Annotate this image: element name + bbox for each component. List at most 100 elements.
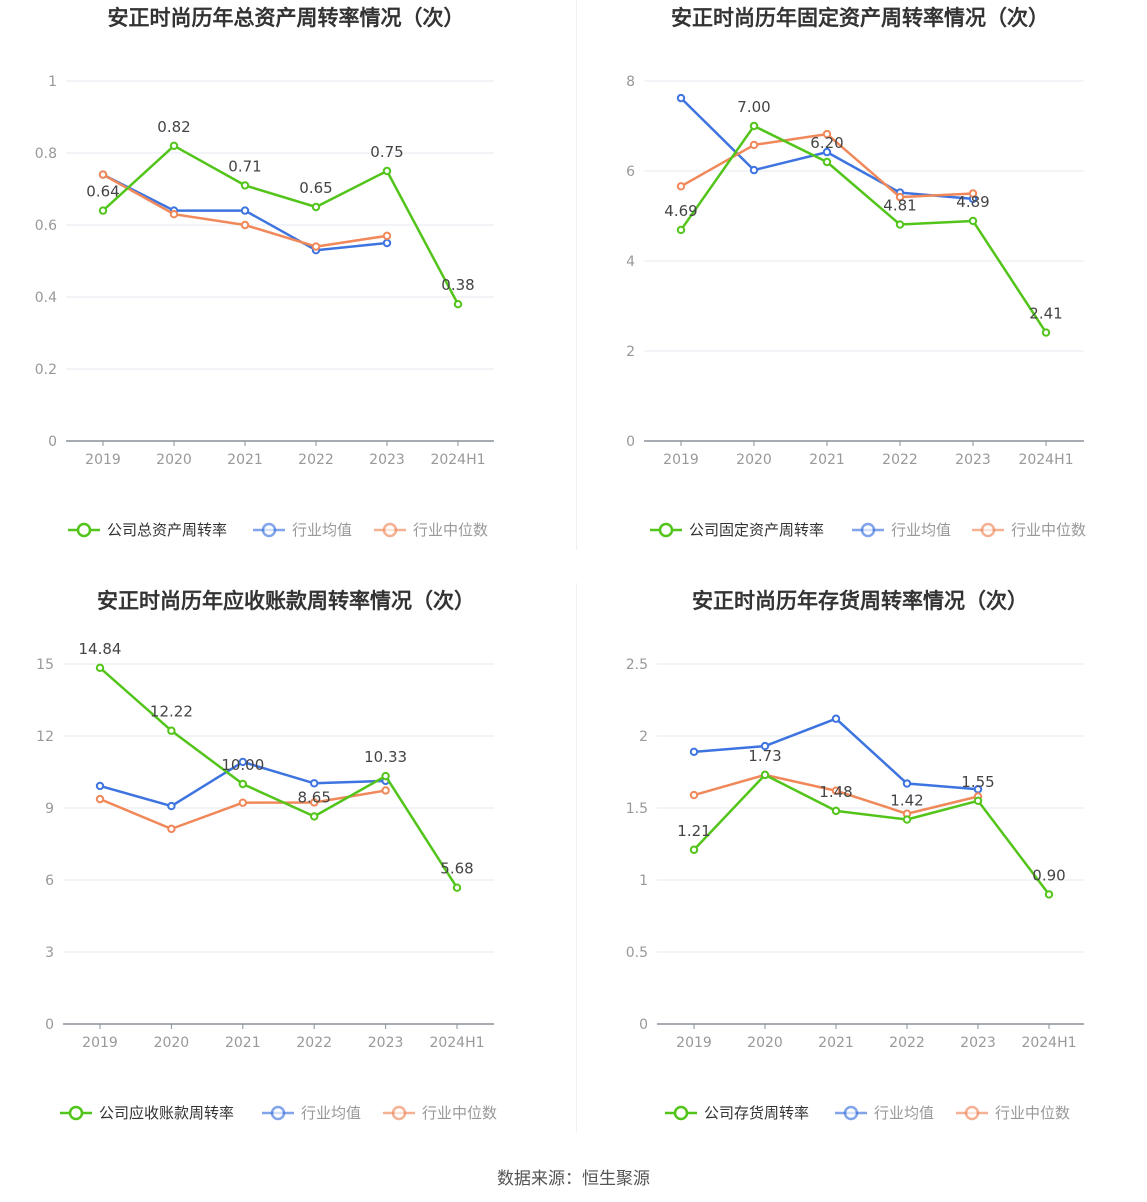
y-tick-label: 2 <box>639 729 648 745</box>
data-point-company <box>238 779 248 789</box>
data-label: 4.69 <box>664 202 697 220</box>
chart-total-asset-turnover: 安正时尚历年总资产周转率情况（次） 0 0.2 0.4 0.6 0.8 1 2019 2020 2… <box>0 0 573 583</box>
data-point-avg <box>95 781 105 791</box>
legend-item-company[interactable]: 公司固定资产周转率 <box>650 521 824 539</box>
legend-item-avg[interactable]: 行业均值 <box>253 521 352 539</box>
y-tick-label: 0 <box>639 1017 648 1033</box>
data-point-company <box>973 796 983 806</box>
data-point-median <box>382 231 392 241</box>
x-tick-label: 2021 <box>227 452 263 468</box>
y-tick-label: 15 <box>36 657 54 673</box>
legend-marker <box>261 522 277 538</box>
y-tick-label: 9 <box>45 801 54 817</box>
y-tick-label: 0.8 <box>35 146 57 162</box>
data-point-median <box>895 192 905 202</box>
y-tick-label: 8 <box>626 74 635 90</box>
data-point-median <box>311 242 321 251</box>
data-point-company <box>1044 890 1054 899</box>
legend-label: 行业中位数 <box>413 521 488 539</box>
data-point-company <box>452 883 462 892</box>
x-tick-label: 2020 <box>154 1035 190 1051</box>
legend-item-median[interactable]: 行业中位数 <box>383 1104 497 1122</box>
x-tick-label: 2024H1 <box>1021 1035 1076 1051</box>
x-tick-label: 2019 <box>82 1035 118 1051</box>
legend-item-median[interactable]: 行业中位数 <box>374 521 488 539</box>
panel-divider-bottom <box>576 583 577 1133</box>
legend-label: 行业中位数 <box>422 1104 497 1122</box>
chart-svg: 安正时尚历年应收账款周转率情况（次） 0 3 6 9 12 15 2019 2020 2021 20… <box>36 589 497 1122</box>
legend-item-company[interactable]: 公司应收账款周转率 <box>60 1104 234 1122</box>
legend-label: 公司应收账款周转率 <box>99 1104 234 1122</box>
data-point-company <box>1041 328 1051 337</box>
data-label: 12.22 <box>150 703 193 721</box>
data-label: 8.65 <box>297 788 330 806</box>
data-point-avg <box>240 206 250 215</box>
legend-marker <box>658 522 674 538</box>
y-tick-label: 0.4 <box>35 290 57 306</box>
y-tick-label: 12 <box>36 729 54 745</box>
y-tick-label: 4 <box>626 254 635 270</box>
legend-marker <box>964 1105 980 1121</box>
data-label: 4.89 <box>956 193 989 211</box>
y-tick-label: 1.5 <box>626 801 648 817</box>
data-point-company <box>98 206 108 215</box>
data-point-avg <box>238 757 248 767</box>
legend-item-avg[interactable]: 行业均值 <box>835 1104 934 1122</box>
y-tick-label: 0 <box>48 434 57 450</box>
data-point-company <box>311 202 321 212</box>
data-label: 0.38 <box>441 276 474 294</box>
data-label: 6.20 <box>810 134 843 152</box>
data-point-company <box>382 166 392 176</box>
data-point-company <box>169 141 179 151</box>
data-point-company <box>381 771 390 781</box>
legend-marker <box>391 1105 407 1121</box>
data-point-median <box>310 798 319 807</box>
data-point-company <box>676 225 686 235</box>
data-point-company <box>822 157 832 167</box>
series-line-company <box>102 144 460 305</box>
data-point-avg <box>676 93 686 103</box>
data-label: 0.82 <box>157 118 190 136</box>
data-point-company <box>749 121 759 131</box>
data-label: 1.73 <box>748 747 781 765</box>
legend-item-avg[interactable]: 行业均值 <box>262 1104 361 1122</box>
data-point-company <box>831 806 841 816</box>
y-tick-label: 0 <box>45 1017 54 1033</box>
x-tick-label: 2020 <box>747 1035 783 1051</box>
data-point-avg <box>749 165 759 175</box>
x-tick-label: 2019 <box>85 452 121 468</box>
legend-item-company[interactable]: 公司总资产周转率 <box>68 521 227 539</box>
legend-marker <box>76 522 92 538</box>
chart-svg: 安正时尚历年存货周转率情况（次） 0 0.5 1 1.5 2 2.5 2019 2020 2021… <box>626 589 1084 1122</box>
x-tick-label: 2019 <box>663 452 699 468</box>
y-tick-label: 0.2 <box>35 362 57 378</box>
y-tick-label: 0.6 <box>35 218 57 234</box>
legend-marker <box>860 522 876 538</box>
series-line-company <box>679 124 1048 334</box>
data-point-avg <box>310 779 319 788</box>
data-point-company <box>167 726 176 735</box>
legend-label: 行业中位数 <box>1011 521 1086 539</box>
legend-marker <box>843 1105 859 1121</box>
legend-item-company[interactable]: 公司存货周转率 <box>665 1104 809 1122</box>
y-tick-label: 0 <box>626 434 635 450</box>
x-tick-label: 2024H1 <box>430 452 485 468</box>
series-line-avg <box>693 717 979 791</box>
x-tick-label: 2020 <box>156 452 192 468</box>
data-label: 0.64 <box>86 183 119 201</box>
data-point-company <box>902 815 912 824</box>
data-point-company <box>453 300 463 309</box>
legend-label: 行业中位数 <box>995 1104 1070 1122</box>
legend-marker <box>673 1105 689 1121</box>
data-point-avg <box>382 238 392 248</box>
data-point-median <box>240 220 250 230</box>
legend-item-median[interactable]: 行业中位数 <box>972 521 1086 539</box>
data-label: 10.00 <box>221 756 264 774</box>
data-label: 14.84 <box>79 640 122 658</box>
data-label: 0.65 <box>299 179 332 197</box>
chart-svg: 安正时尚历年固定资产周转率情况（次） 0 2 4 6 8 2019 2020 2021 2022 2… <box>626 6 1086 539</box>
x-tick-label: 2019 <box>676 1035 712 1051</box>
data-label: 0.90 <box>1032 866 1065 884</box>
legend-item-median[interactable]: 行业中位数 <box>956 1104 1070 1122</box>
legend-item-avg[interactable]: 行业均值 <box>852 521 951 539</box>
